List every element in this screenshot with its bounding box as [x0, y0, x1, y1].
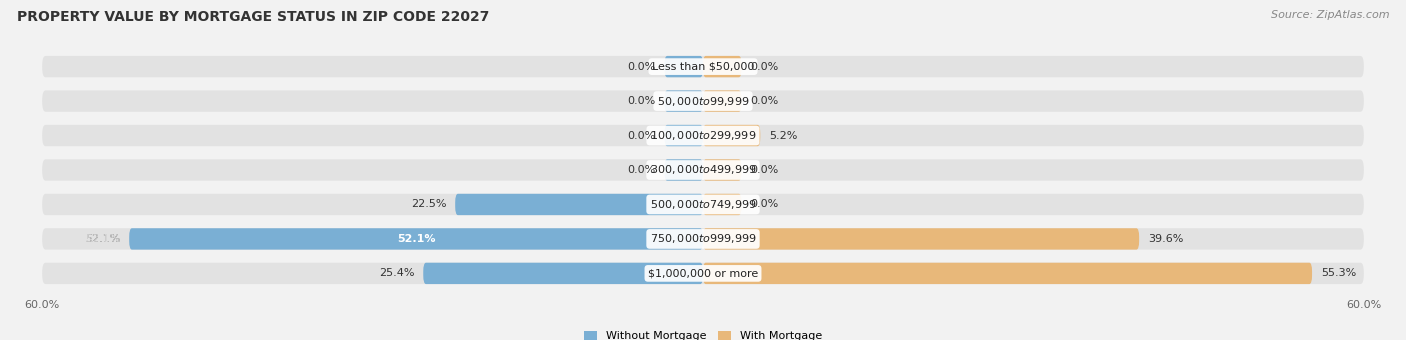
FancyBboxPatch shape [456, 194, 703, 215]
Text: 0.0%: 0.0% [751, 200, 779, 209]
FancyBboxPatch shape [42, 56, 1364, 77]
Text: $100,000 to $299,999: $100,000 to $299,999 [650, 129, 756, 142]
Text: 0.0%: 0.0% [751, 96, 779, 106]
Text: 22.5%: 22.5% [411, 200, 446, 209]
Text: $50,000 to $99,999: $50,000 to $99,999 [657, 95, 749, 107]
FancyBboxPatch shape [665, 90, 703, 112]
Text: 52.1%: 52.1% [84, 234, 121, 244]
Text: 0.0%: 0.0% [627, 62, 655, 72]
Text: 0.0%: 0.0% [627, 131, 655, 140]
FancyBboxPatch shape [703, 159, 741, 181]
FancyBboxPatch shape [42, 125, 1364, 146]
Legend: Without Mortgage, With Mortgage: Without Mortgage, With Mortgage [579, 326, 827, 340]
Text: $750,000 to $999,999: $750,000 to $999,999 [650, 233, 756, 245]
FancyBboxPatch shape [42, 228, 1364, 250]
FancyBboxPatch shape [42, 90, 1364, 112]
FancyBboxPatch shape [42, 194, 1364, 215]
Text: 55.3%: 55.3% [1320, 268, 1357, 278]
FancyBboxPatch shape [423, 263, 703, 284]
Text: 0.0%: 0.0% [751, 165, 779, 175]
Text: 39.6%: 39.6% [1147, 234, 1184, 244]
FancyBboxPatch shape [703, 263, 1312, 284]
FancyBboxPatch shape [665, 56, 703, 77]
Text: Source: ZipAtlas.com: Source: ZipAtlas.com [1271, 10, 1389, 20]
Text: Less than $50,000: Less than $50,000 [652, 62, 754, 72]
FancyBboxPatch shape [129, 228, 703, 250]
Text: 0.0%: 0.0% [627, 96, 655, 106]
Text: $500,000 to $749,999: $500,000 to $749,999 [650, 198, 756, 211]
Text: 25.4%: 25.4% [380, 268, 415, 278]
FancyBboxPatch shape [703, 90, 741, 112]
FancyBboxPatch shape [703, 125, 761, 146]
Text: 52.1%: 52.1% [84, 234, 121, 244]
Text: PROPERTY VALUE BY MORTGAGE STATUS IN ZIP CODE 22027: PROPERTY VALUE BY MORTGAGE STATUS IN ZIP… [17, 10, 489, 24]
Text: 0.0%: 0.0% [751, 62, 779, 72]
Text: 52.1%: 52.1% [396, 234, 436, 244]
FancyBboxPatch shape [42, 159, 1364, 181]
FancyBboxPatch shape [703, 56, 741, 77]
FancyBboxPatch shape [703, 228, 1139, 250]
Text: $1,000,000 or more: $1,000,000 or more [648, 268, 758, 278]
FancyBboxPatch shape [42, 263, 1364, 284]
FancyBboxPatch shape [703, 194, 741, 215]
Text: $300,000 to $499,999: $300,000 to $499,999 [650, 164, 756, 176]
Text: 5.2%: 5.2% [769, 131, 797, 140]
FancyBboxPatch shape [665, 125, 703, 146]
FancyBboxPatch shape [665, 159, 703, 181]
Text: 0.0%: 0.0% [627, 165, 655, 175]
